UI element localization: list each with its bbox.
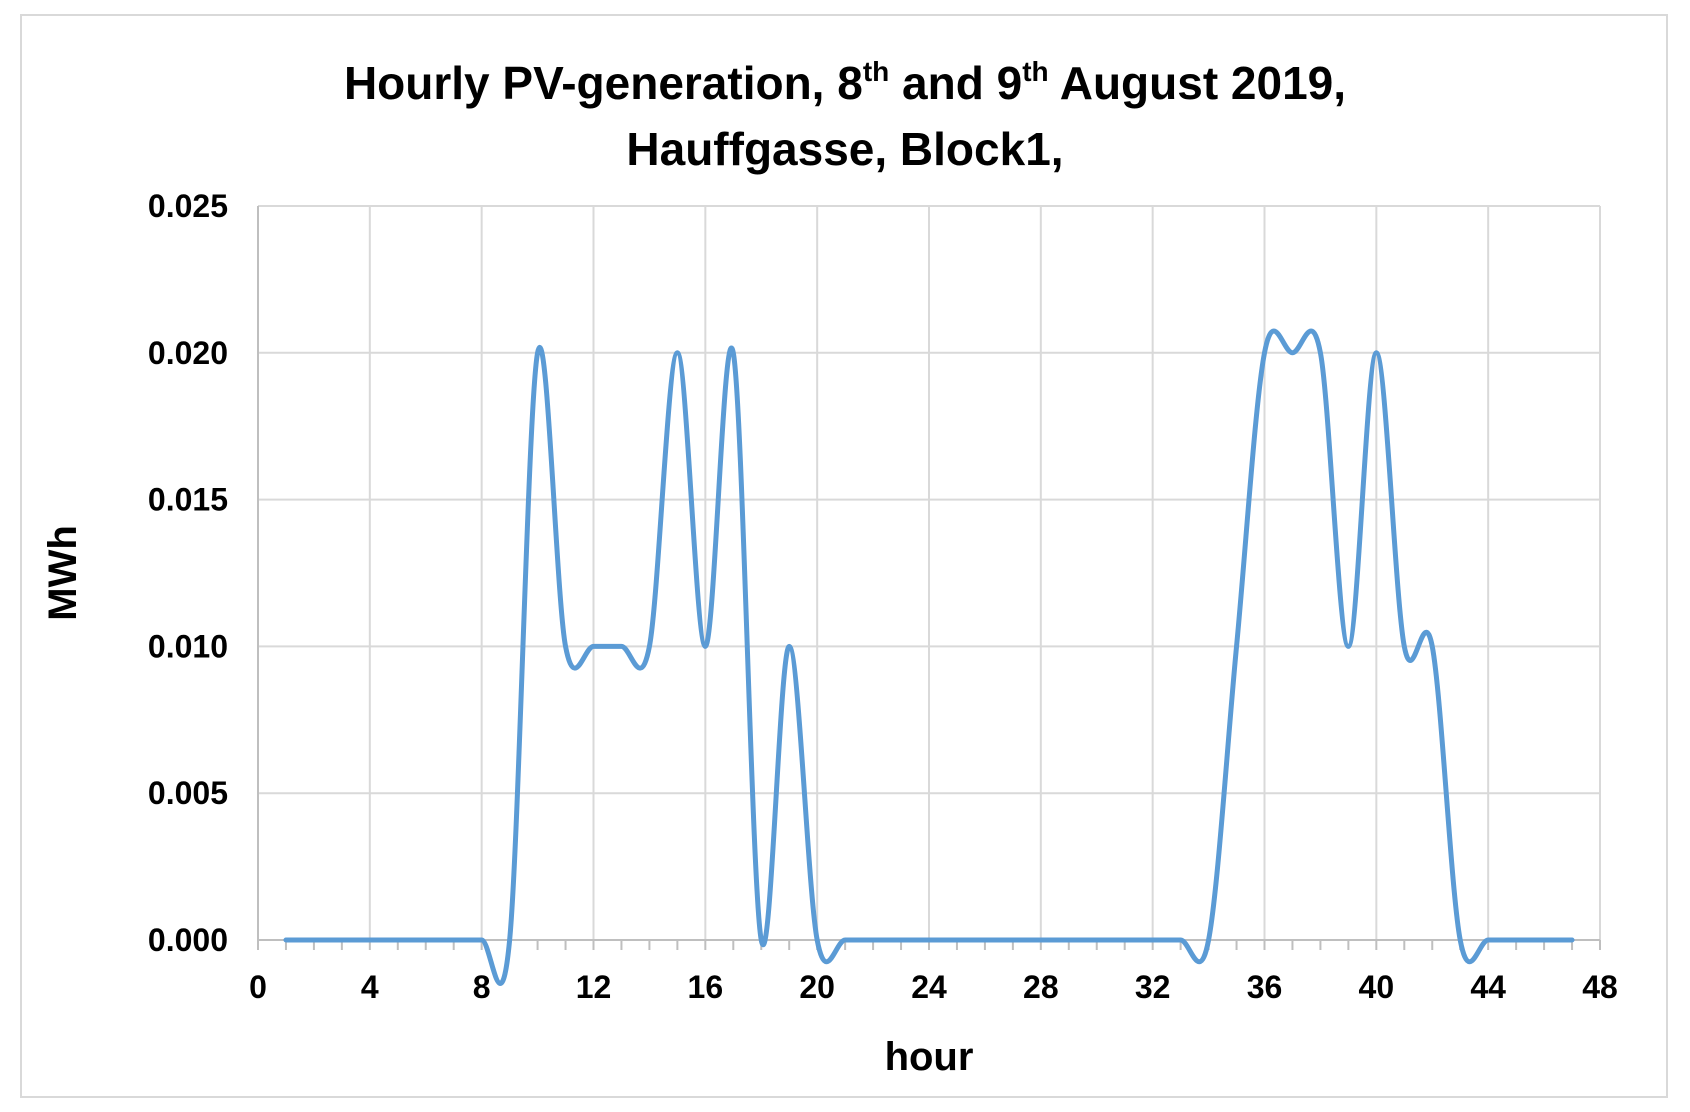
x-tick-label: 4 bbox=[361, 969, 379, 1005]
y-tick-label: 0.010 bbox=[148, 628, 228, 664]
title-superscript: th bbox=[1022, 56, 1049, 87]
grid-lines bbox=[258, 205, 1601, 940]
chart-title-line2: Hauffgasse, Block1, bbox=[626, 123, 1064, 175]
y-tick-label: 0.025 bbox=[148, 188, 228, 224]
title-superscript: th bbox=[862, 56, 890, 87]
x-tick-label: 28 bbox=[1023, 969, 1059, 1005]
chart-title-line1: Hourly PV-generation, 8th and 9th August… bbox=[0, 50, 1690, 116]
x-tick-label: 32 bbox=[1135, 969, 1171, 1005]
x-tick-label: 24 bbox=[911, 969, 947, 1005]
title-part: and 9 bbox=[889, 57, 1023, 109]
x-tick-label: 12 bbox=[576, 969, 612, 1005]
series-line bbox=[283, 328, 1575, 986]
x-tick-label: 8 bbox=[473, 969, 491, 1005]
series-group bbox=[283, 328, 1575, 986]
y-tick-label: 0.015 bbox=[148, 482, 228, 518]
y-axis-label: MWh bbox=[41, 525, 85, 621]
y-tick-label: 0.005 bbox=[148, 775, 228, 811]
x-tick-label: 20 bbox=[799, 969, 835, 1005]
x-tick-label: 16 bbox=[688, 969, 724, 1005]
tick-labels: 0 4 8 12 16 20 24 28 32 36 40 44 480.0000.0050.0100.… bbox=[148, 188, 1618, 1005]
y-tick-label: 0.020 bbox=[148, 335, 228, 371]
x-axis-label: hour bbox=[885, 1035, 974, 1079]
x-tick-label: 44 bbox=[1470, 969, 1506, 1005]
chart-title: Hourly PV-generation, 8th and 9th August… bbox=[0, 50, 1690, 182]
x-tick-label: 48 bbox=[1582, 969, 1618, 1005]
x-tick-label: 40 bbox=[1359, 969, 1395, 1005]
title-part: Hourly PV-generation, 8 bbox=[343, 57, 863, 109]
title-part: August 2019, bbox=[1048, 57, 1347, 109]
x-tick-label: 36 bbox=[1247, 969, 1283, 1005]
y-tick-label: 0.000 bbox=[148, 922, 228, 958]
x-tick-label: 0 bbox=[249, 969, 267, 1005]
